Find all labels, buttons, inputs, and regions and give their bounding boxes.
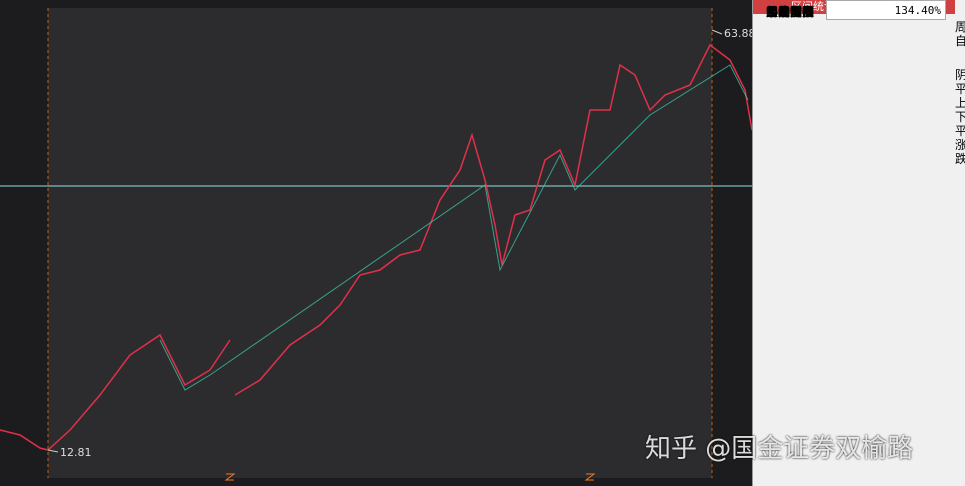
stat-label: 成交额 <box>777 5 814 19</box>
stat-label: 最大上涨 <box>765 5 814 19</box>
high-label: 63.88 <box>724 27 752 40</box>
price-chart: 63.88 12.81 <box>0 8 752 481</box>
price-trend-down <box>159 64 749 391</box>
side-char: 下 <box>955 110 965 124</box>
stat-label: 起始时间 <box>765 5 814 19</box>
stat-value: 134.40% <box>826 0 946 20</box>
stat-label: 收盘价 <box>777 5 814 19</box>
stat-label: 年化收益 <box>765 5 814 19</box>
range-area <box>48 8 712 478</box>
stats-panel: 区间统计 起始时间2019-01-07终止时间2020-10-14前收盘价13.… <box>752 0 956 486</box>
side-char: 涨 <box>955 138 965 152</box>
marker <box>584 473 596 481</box>
stat-label: 平均价 <box>777 5 814 19</box>
stat-label: 区间振幅 <box>765 5 814 19</box>
stat-label: 累计换手 <box>765 5 814 19</box>
price-trend <box>0 333 231 451</box>
price-trend <box>234 43 752 396</box>
low-label: 12.81 <box>60 446 92 459</box>
side-char: 阴 <box>955 68 965 82</box>
stat-label: 区间涨幅 <box>765 5 814 19</box>
side-char: 跌 <box>955 152 965 166</box>
marker <box>224 473 236 481</box>
watermark: 知乎 @国金证券双榆路 <box>645 434 914 464</box>
stat-label: 加权均价 <box>765 5 814 19</box>
pointer <box>47 449 59 453</box>
side-char: 平 <box>955 124 965 138</box>
stat-label: 开盘价 <box>777 5 814 19</box>
side-strip: 周自阴平上下平涨跌 <box>955 0 965 486</box>
pointer <box>711 29 723 35</box>
stat-label: 最大回撤 <box>765 5 814 19</box>
stat-label: 最低价 <box>777 5 814 19</box>
stat-label: 前收盘价 <box>765 5 814 19</box>
side-char: 周 <box>955 20 965 34</box>
stat-label: 终止时间 <box>765 5 814 19</box>
stat-label: 平均换手 <box>765 5 814 19</box>
stat-label: 成交量 <box>777 5 814 19</box>
side-char: 自 <box>955 34 965 48</box>
side-char: 上 <box>955 96 965 110</box>
stat-label: 最高价 <box>777 5 814 19</box>
side-char: 平 <box>955 82 965 96</box>
